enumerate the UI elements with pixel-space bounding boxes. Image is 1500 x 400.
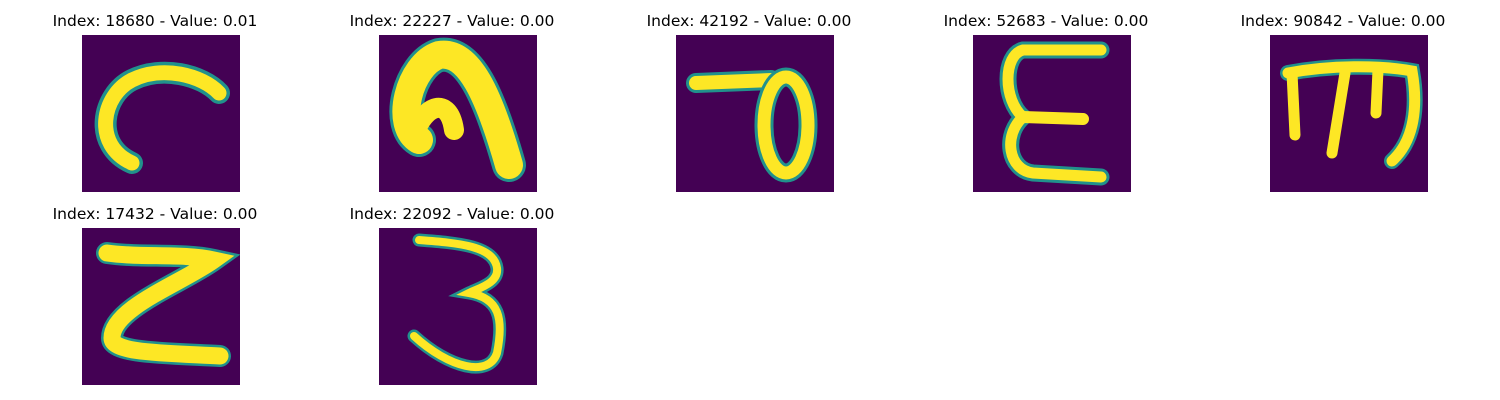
panel-title: Index: 52683 - Value: 0.00 — [943, 12, 1149, 30]
panel-title: Index: 18680 - Value: 0.01 — [52, 12, 258, 30]
glyph-image — [676, 35, 834, 192]
panel-2: Index: 22227 - Value: 0.00 — [302, 0, 602, 192]
panel-1: Index: 18680 - Value: 0.01 — [5, 0, 305, 192]
panel-title: Index: 22227 - Value: 0.00 — [349, 12, 555, 30]
panel-title: Index: 22092 - Value: 0.00 — [349, 205, 555, 223]
glyph-image — [1270, 35, 1428, 192]
panel-6: Index: 17432 - Value: 0.00 — [5, 193, 305, 385]
panel-title: Index: 90842 - Value: 0.00 — [1240, 12, 1446, 30]
panel-3: Index: 42192 - Value: 0.00 — [599, 0, 899, 192]
glyph-image — [379, 228, 537, 385]
glyph-image — [82, 228, 240, 385]
panel-title: Index: 42192 - Value: 0.00 — [646, 12, 852, 30]
glyph-image — [82, 35, 240, 192]
glyph-image — [973, 35, 1131, 192]
panel-7: Index: 22092 - Value: 0.00 — [302, 193, 602, 385]
glyph-image — [379, 35, 537, 192]
panel-4: Index: 52683 - Value: 0.00 — [896, 0, 1196, 192]
panel-title: Index: 17432 - Value: 0.00 — [52, 205, 258, 223]
panel-5: Index: 90842 - Value: 0.00 — [1193, 0, 1493, 192]
